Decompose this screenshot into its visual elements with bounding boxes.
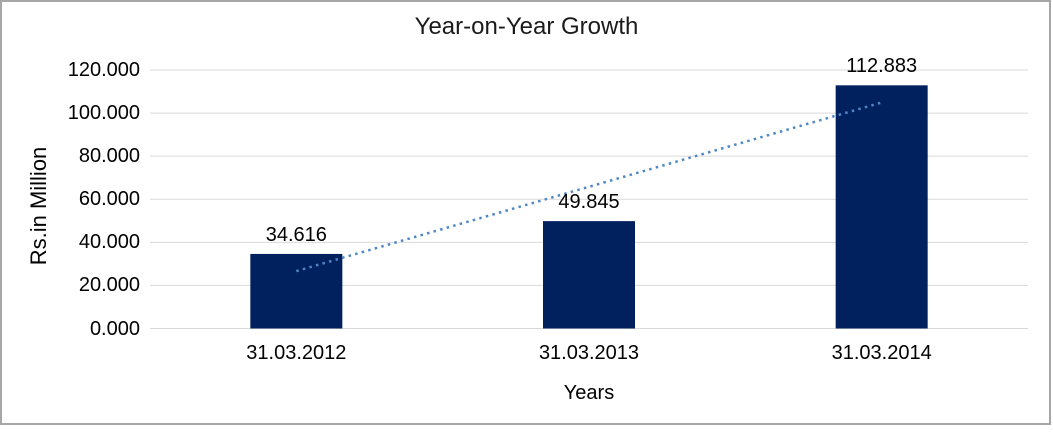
y-tick-label: 120.000 xyxy=(67,59,140,81)
bar xyxy=(250,253,343,329)
bar xyxy=(835,85,928,329)
bar-data-label: 49.845 xyxy=(558,191,620,214)
bar xyxy=(543,221,635,329)
y-tick-label: 100.000 xyxy=(67,102,140,125)
y-tick-label: 40.000 xyxy=(78,231,140,254)
bar-data-label: 112.883 xyxy=(846,55,918,78)
y-tick-label: 60.000 xyxy=(78,188,140,211)
y-tick-label: 80.000 xyxy=(78,145,140,168)
y-tick-label: 20.000 xyxy=(78,274,140,297)
x-axis-title: Years xyxy=(563,382,615,404)
x-category-label: 31.03.2013 xyxy=(538,342,640,364)
y-tick-label: 0.000 xyxy=(89,317,140,340)
x-category-label: 31.03.2014 xyxy=(831,342,932,364)
bar-data-label: 34.616 xyxy=(265,223,327,246)
chart-title: Year-on-Year Growth xyxy=(414,13,639,40)
x-category-label: 31.03.2012 xyxy=(246,342,347,364)
